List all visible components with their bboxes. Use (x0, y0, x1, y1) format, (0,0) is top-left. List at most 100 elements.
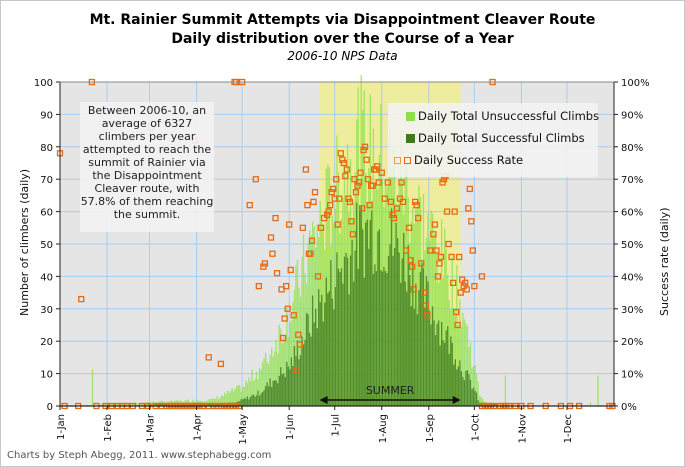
bar-unsuccessful (322, 228, 324, 406)
bar-unsuccessful (100, 404, 103, 406)
success-rate-point (372, 166, 379, 173)
bar-successful (207, 404, 209, 406)
legend-marker-success-rate (404, 157, 411, 164)
bar-successful (393, 247, 396, 406)
success-rate-point (340, 159, 347, 167)
bar-successful (148, 404, 150, 406)
bar-successful (345, 252, 347, 406)
success-rate-point (334, 221, 341, 228)
bar-unsuccessful (478, 395, 481, 406)
bar-successful (272, 380, 274, 406)
success-rate-point (205, 354, 212, 361)
success-rate-point (310, 198, 317, 206)
bar-successful (161, 403, 164, 406)
bar-unsuccessful (264, 352, 267, 406)
success-rate-point (433, 247, 440, 254)
bar-unsuccessful (466, 326, 469, 406)
bar-unsuccessful (231, 388, 233, 406)
y-tick-label: 50 (40, 240, 53, 251)
bar-successful (419, 271, 422, 406)
success-rate-point (369, 182, 376, 189)
bar-successful (349, 255, 352, 406)
success-rate-point (281, 315, 288, 322)
bar-successful (407, 245, 409, 406)
bar-unsuccessful (313, 226, 315, 406)
bar-successful (371, 210, 373, 406)
y2-tick-label: 30% (621, 305, 643, 316)
x-tick-label: 1-Oct (470, 414, 481, 442)
y-tick-label: 0 (47, 402, 53, 413)
success-rate-point (252, 176, 259, 183)
bar-successful (240, 399, 242, 406)
bar-unsuccessful (214, 399, 217, 406)
y2-tick-label: 60% (621, 208, 643, 219)
success-rate-point (384, 179, 391, 186)
bar-successful (211, 403, 214, 406)
bar-successful (342, 283, 344, 406)
bar-unsuccessful (328, 167, 331, 406)
bar-successful (386, 273, 388, 406)
success-rate-point (387, 198, 395, 206)
bar-successful (430, 324, 432, 406)
bar-unsuccessful (310, 235, 312, 406)
bar-unsuccessful (463, 319, 466, 406)
success-rate-point (364, 176, 372, 183)
success-rate-point (317, 224, 325, 231)
bar-successful (246, 396, 249, 406)
bar-unsuccessful (252, 380, 255, 406)
bar-unsuccessful (363, 90, 365, 406)
bar-successful (469, 379, 472, 406)
success-rate-point (468, 218, 475, 225)
bar-unsuccessful (261, 362, 264, 406)
bar-unsuccessful (132, 403, 135, 406)
bar-successful (263, 390, 265, 406)
summer-label: SUMMER (366, 384, 415, 397)
bar-successful (328, 291, 331, 406)
success-rate-point (348, 218, 355, 225)
bar-successful (343, 256, 346, 406)
success-rate-point (314, 273, 322, 280)
success-rate-point (272, 214, 279, 222)
bar-successful (275, 380, 277, 406)
bar-successful (413, 308, 416, 406)
bar-unsuccessful (460, 326, 463, 406)
legend-swatch-successful (406, 134, 415, 143)
bar-unsuccessful (116, 404, 118, 406)
bar-unsuccessful (457, 324, 460, 406)
bar-unsuccessful (462, 312, 464, 406)
bar-unsuccessful (439, 273, 441, 406)
legend-swatch-unsuccessful (406, 112, 415, 121)
credit-text: Charts by Steph Abegg, 2011. www.stephab… (7, 450, 272, 461)
chart-subtitle: 2006-10 NPS Data (287, 49, 398, 63)
bar-successful (257, 390, 259, 406)
bar-successful (269, 378, 271, 406)
bar-successful (289, 369, 291, 406)
bar-unsuccessful (480, 396, 482, 406)
summer-arrow-left (319, 396, 328, 404)
bar-successful (352, 281, 355, 406)
bar-successful (270, 387, 273, 406)
bar-successful (308, 332, 311, 406)
y-tick-label: 40 (40, 272, 53, 283)
success-rate-point (358, 205, 366, 212)
success-rate-point (311, 189, 319, 196)
bar-successful (412, 257, 414, 406)
bar-unsuccessful (251, 369, 253, 406)
success-rate-point (469, 247, 476, 254)
bar-successful (494, 404, 496, 406)
bar-unsuccessful (456, 265, 458, 406)
x-tick-label: 1-Nov (517, 414, 528, 444)
bar-unsuccessful (430, 210, 432, 406)
bar-successful (290, 357, 293, 406)
y2-tick-label: 80% (621, 143, 643, 154)
bar-unsuccessful (444, 228, 446, 406)
bar-successful (471, 389, 473, 406)
y2-tick-label: 20% (621, 337, 643, 348)
success-rate-point (424, 312, 431, 319)
bar-successful (403, 232, 405, 406)
bar-successful (362, 229, 364, 406)
bar-unsuccessful (192, 399, 194, 406)
bar-unsuccessful (451, 257, 453, 406)
y2-tick-label: 70% (621, 175, 643, 186)
success-rate-point (443, 208, 451, 215)
